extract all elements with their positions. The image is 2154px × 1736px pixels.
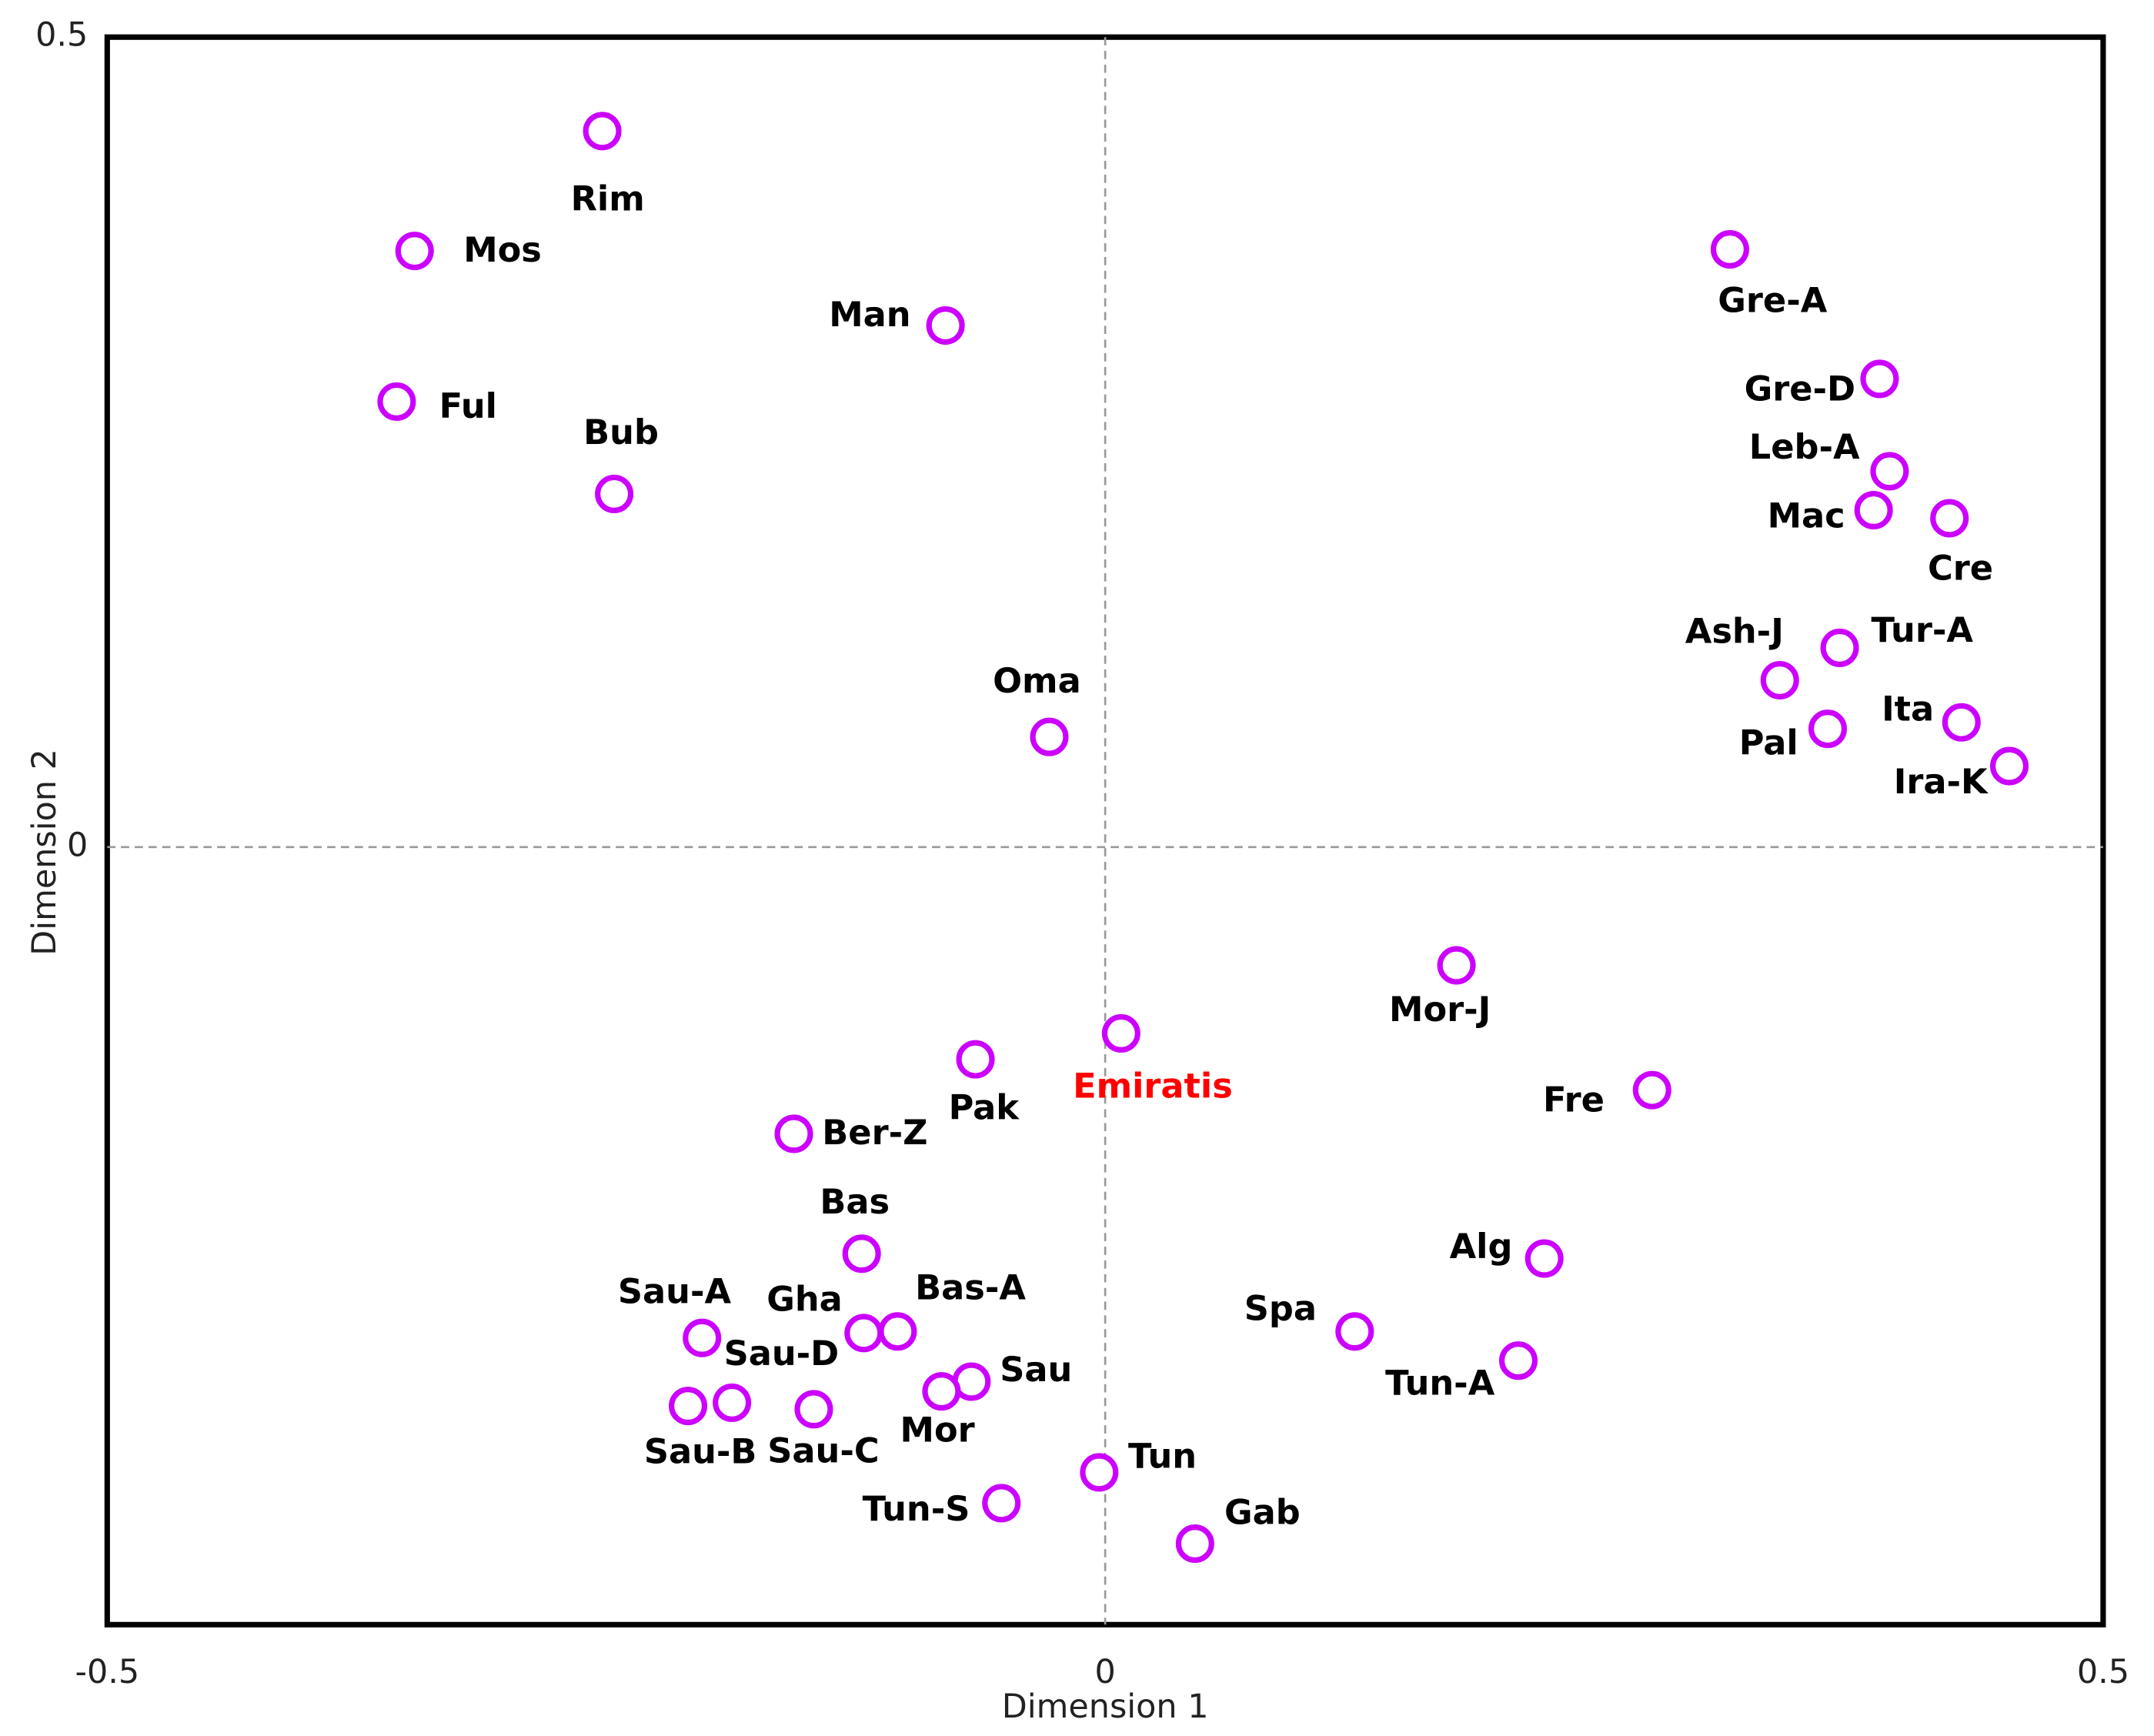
point [1860, 359, 1899, 399]
point [669, 1387, 708, 1426]
point [713, 1383, 752, 1422]
point-label: Bas [820, 1182, 890, 1222]
point [1942, 703, 1981, 742]
point [1808, 709, 1848, 749]
point [982, 1484, 1021, 1523]
point [1870, 452, 1909, 491]
point [395, 232, 434, 271]
x-tick-label: 0.5 [2077, 1653, 2129, 1691]
point-label: Sau-A [618, 1272, 732, 1312]
point-label: Emiratis [1073, 1066, 1233, 1106]
x-tick-label: -0.5 [75, 1653, 140, 1691]
point-label: Tun [1128, 1437, 1197, 1477]
point [1524, 1239, 1564, 1278]
point-label: Man [829, 295, 910, 335]
point-label: Alg [1450, 1227, 1513, 1267]
point-label: Mac [1768, 496, 1845, 536]
point [794, 1390, 833, 1429]
point [583, 112, 622, 151]
y-tick-label: 0 [67, 826, 88, 864]
point-label: Mos [463, 230, 542, 270]
point-label: Ira-K [1894, 762, 1989, 802]
point-label: Gre-A [1718, 281, 1827, 321]
point [1760, 660, 1799, 699]
point [1930, 499, 1969, 538]
point-label: Sau [1000, 1350, 1072, 1390]
point [1101, 1013, 1140, 1053]
point [683, 1318, 722, 1357]
point-label: Rim [571, 179, 645, 219]
point [956, 1040, 995, 1079]
x-axis-label: Dimension 1 [1002, 1688, 1209, 1726]
point-label: Tun-A [1385, 1363, 1495, 1403]
point-label: Bas-A [915, 1268, 1026, 1308]
point-label: Pal [1739, 723, 1798, 763]
point-label: Pak [949, 1088, 1020, 1128]
point-label: Mor-J [1389, 990, 1491, 1030]
point-label: Oma [993, 661, 1081, 701]
point [1710, 230, 1749, 269]
point [922, 1372, 961, 1411]
point-label: Ber-Z [822, 1113, 927, 1153]
point-label: Spa [1244, 1288, 1317, 1328]
point-label: Gre-D [1745, 369, 1856, 409]
point-label: Bub [583, 412, 659, 452]
point [595, 474, 634, 513]
point-label: Tun-S [863, 1489, 970, 1529]
y-axis-label: Dimension 2 [25, 749, 64, 956]
point [842, 1234, 881, 1274]
point [377, 382, 416, 421]
point [878, 1312, 917, 1351]
point-label: Sau-D [724, 1334, 840, 1374]
point-label: Ita [1882, 689, 1934, 729]
point [1632, 1070, 1671, 1110]
point [774, 1114, 813, 1153]
point-label: Ful [439, 386, 497, 426]
point-label: Sau-C [767, 1431, 879, 1471]
point [1854, 490, 1893, 529]
point [1990, 746, 2029, 786]
point-label: Tur-A [1872, 610, 1974, 650]
point-label: Mor [900, 1410, 975, 1451]
point-label: Gab [1224, 1493, 1301, 1533]
point [1175, 1524, 1214, 1564]
point [1498, 1341, 1538, 1380]
point-label: Fre [1543, 1080, 1605, 1120]
point-label: Leb-A [1749, 427, 1860, 467]
point-label: Cre [1928, 548, 1993, 588]
point [1437, 946, 1476, 985]
point [1335, 1312, 1374, 1351]
point [1080, 1453, 1119, 1492]
y-tick-label: 0.5 [35, 16, 88, 55]
point-label: Sau-B [644, 1432, 757, 1472]
point-label: Gha [766, 1279, 843, 1319]
point [1820, 628, 1859, 667]
point-label: Ash-J [1685, 611, 1784, 651]
x-tick-label: 0 [1094, 1653, 1115, 1691]
point [1030, 717, 1069, 756]
point [926, 305, 965, 345]
point [844, 1314, 883, 1353]
